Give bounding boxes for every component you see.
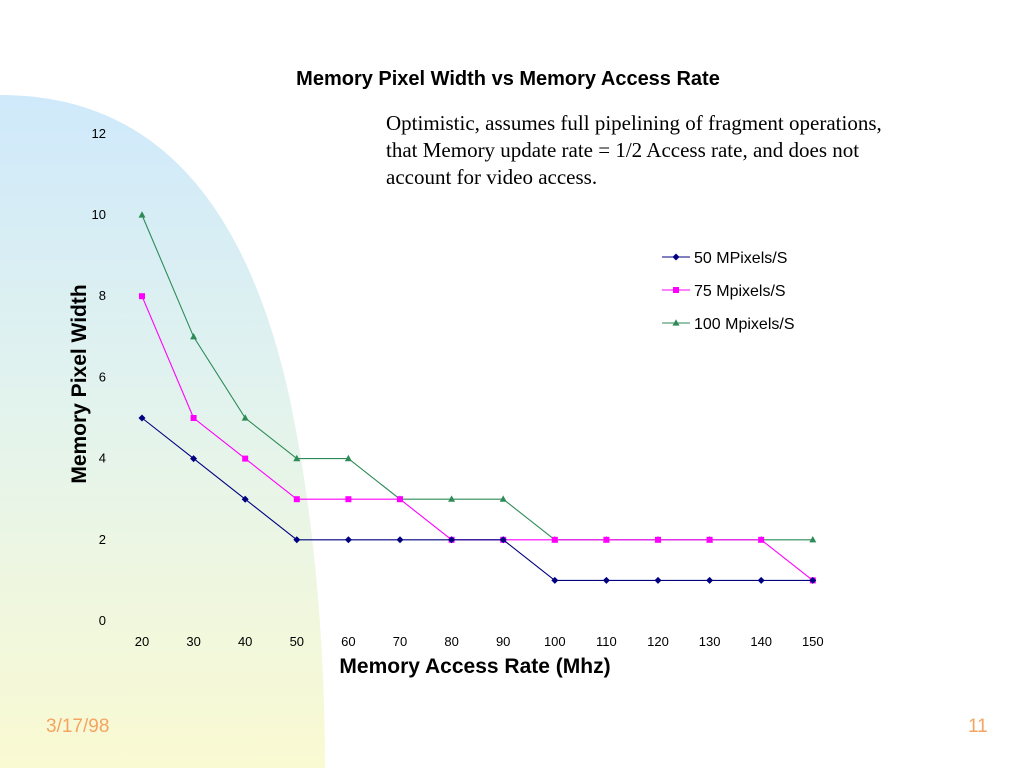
data-point bbox=[293, 536, 301, 544]
data-point bbox=[139, 293, 145, 300]
legend-label: 100 Mpixels/S bbox=[694, 316, 795, 333]
y-tick-label: 2 bbox=[99, 532, 106, 547]
x-tick-label: 70 bbox=[393, 634, 407, 649]
data-point bbox=[397, 496, 403, 503]
legend-entry-1: 50 MPixels/S bbox=[662, 250, 787, 267]
legend-label: 50 MPixels/S bbox=[694, 250, 787, 267]
data-point bbox=[809, 576, 817, 584]
data-point bbox=[241, 414, 249, 421]
plot-area bbox=[138, 211, 817, 584]
footer-date: 3/17/98 bbox=[46, 716, 110, 737]
chart-title: Memory Pixel Width vs Memory Access Rate bbox=[296, 68, 720, 90]
data-point bbox=[242, 455, 249, 462]
legend-entry-2: 75 Mpixels/S bbox=[662, 283, 786, 300]
legend: 50 MPixels/S 75 Mpixels/S 100 Mpixels/S bbox=[662, 250, 795, 333]
y-axis-label: Memory Pixel Width bbox=[68, 284, 91, 483]
x-tick-label: 80 bbox=[444, 634, 458, 649]
data-point bbox=[654, 576, 662, 584]
data-point bbox=[138, 211, 146, 218]
data-point bbox=[602, 576, 610, 584]
y-axis-tick-labels: 0 2 4 6 8 10 12 bbox=[92, 126, 106, 628]
x-tick-label: 30 bbox=[186, 634, 200, 649]
data-point bbox=[551, 536, 558, 543]
data-point bbox=[758, 536, 765, 543]
x-tick-label: 40 bbox=[238, 634, 252, 649]
data-point bbox=[551, 576, 559, 584]
footer-page-number: 11 bbox=[968, 716, 988, 737]
x-tick-label: 150 bbox=[802, 634, 824, 649]
data-point bbox=[293, 496, 300, 503]
data-point bbox=[448, 536, 456, 544]
legend-marker bbox=[672, 319, 680, 326]
x-axis-label: Memory Access Rate (Mhz) bbox=[339, 655, 610, 678]
data-point bbox=[706, 536, 713, 543]
background-arc-shape bbox=[0, 95, 325, 768]
x-tick-label: 20 bbox=[135, 634, 149, 649]
note-line-2: that Memory update rate = 1/2 Access rat… bbox=[386, 138, 860, 162]
data-point bbox=[190, 455, 198, 463]
note-line-1: Optimistic, assumes full pipelining of f… bbox=[386, 111, 882, 135]
x-tick-label: 110 bbox=[596, 634, 617, 649]
x-tick-label: 100 bbox=[544, 634, 566, 649]
data-point bbox=[293, 454, 301, 462]
data-point bbox=[344, 536, 352, 544]
data-point bbox=[190, 415, 197, 421]
x-tick-label: 50 bbox=[290, 634, 304, 649]
data-point bbox=[655, 536, 661, 543]
data-point bbox=[706, 576, 714, 584]
data-point bbox=[190, 333, 198, 340]
x-tick-label: 130 bbox=[699, 634, 721, 649]
legend-entry-3: 100 Mpixels/S bbox=[662, 316, 795, 333]
data-point bbox=[603, 536, 610, 543]
data-point bbox=[344, 454, 352, 462]
y-tick-label: 8 bbox=[99, 288, 106, 303]
data-point bbox=[241, 495, 249, 503]
x-tick-label: 140 bbox=[750, 634, 772, 649]
y-tick-label: 0 bbox=[99, 613, 106, 628]
legend-marker bbox=[673, 287, 679, 293]
legend-label: 75 Mpixels/S bbox=[694, 283, 786, 300]
x-tick-label: 60 bbox=[341, 634, 355, 649]
series-line bbox=[141, 417, 813, 581]
x-tick-label: 120 bbox=[647, 634, 669, 649]
y-tick-label: 6 bbox=[99, 369, 106, 384]
y-tick-label: 10 bbox=[92, 207, 106, 222]
x-tick-label: 90 bbox=[496, 634, 510, 649]
data-point bbox=[809, 536, 817, 543]
data-point bbox=[448, 495, 456, 502]
legend-marker bbox=[672, 253, 680, 261]
y-tick-label: 4 bbox=[99, 451, 106, 466]
data-point bbox=[396, 536, 404, 544]
annotation-note: Optimistic, assumes full pipelining of f… bbox=[386, 110, 946, 191]
y-tick-label: 12 bbox=[92, 126, 106, 141]
data-point bbox=[499, 536, 507, 544]
data-point bbox=[499, 495, 507, 502]
data-point bbox=[345, 496, 352, 503]
x-axis-tick-labels: 20 30 40 50 60 70 80 90 100 110 120 130 140 150 bbox=[135, 634, 824, 649]
data-point bbox=[138, 414, 146, 422]
data-point bbox=[757, 576, 765, 584]
note-line-3: account for video access. bbox=[386, 165, 598, 189]
series-1 bbox=[138, 414, 817, 584]
